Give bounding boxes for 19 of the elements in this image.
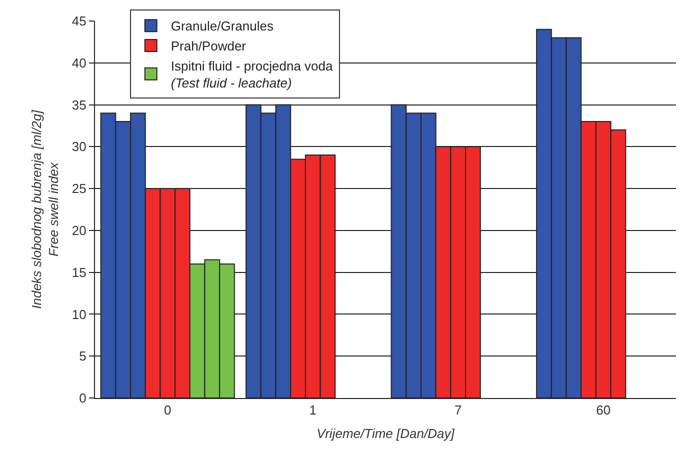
y-tick-label: 30 <box>72 139 86 154</box>
legend-label: Granule/Granules <box>170 18 274 34</box>
x-tick-label: 60 <box>596 402 611 418</box>
x-axis-title: Vrijeme/Time [Dan/Day] <box>316 426 455 442</box>
y-tick-label: 25 <box>72 181 86 196</box>
y-tick-label: 0 <box>79 390 86 406</box>
y-tick-label: 40 <box>72 55 86 70</box>
y-axis-title: Indeks slobodnog bubrenja [ml/2g] Free swell index <box>28 110 61 309</box>
y-tick-label: 10 <box>72 306 86 322</box>
x-tick-label: 0 <box>164 402 172 418</box>
legend-label: Prah/Powder <box>170 38 247 54</box>
y-tick-label: 15 <box>72 264 86 280</box>
y-tick-label: 20 <box>72 222 86 238</box>
y-tick-label: 35 <box>72 97 86 112</box>
x-tick-label: 1 <box>309 402 316 418</box>
x-tick-label: 7 <box>454 402 462 418</box>
legend-label: Ispitni fluid - procjedna voda (Test fluid - leachate) <box>170 58 334 90</box>
y-tick-label: 5 <box>79 348 86 364</box>
y-tick-label: 45 <box>72 14 86 29</box>
